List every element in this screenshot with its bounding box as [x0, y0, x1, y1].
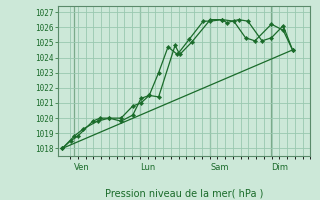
Text: Sam: Sam — [210, 163, 229, 172]
Text: Dim: Dim — [271, 163, 288, 172]
Text: Pression niveau de la mer( hPa ): Pression niveau de la mer( hPa ) — [105, 189, 263, 199]
Text: Lun: Lun — [140, 163, 155, 172]
Text: Ven: Ven — [74, 163, 90, 172]
